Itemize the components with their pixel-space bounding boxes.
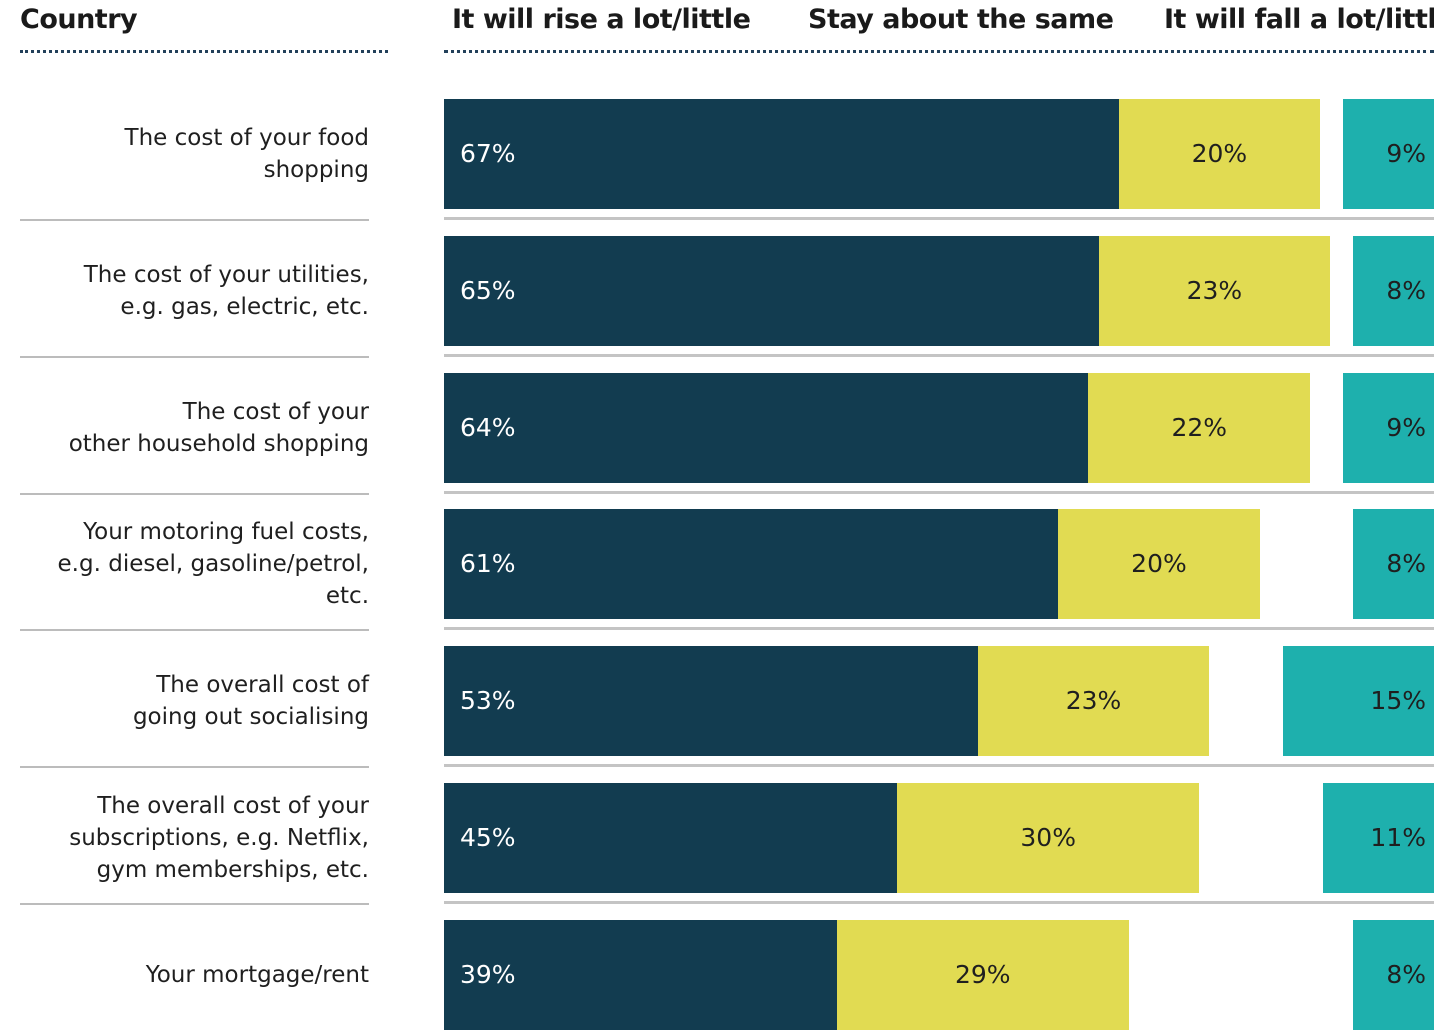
row-label: Your motoring fuel costs, e.g. diesel, ga… (20, 509, 369, 619)
row-divider (20, 903, 369, 905)
fall-value-label: 11% (1370, 823, 1426, 852)
bar-divider (444, 764, 1434, 768)
fall-bar (1282, 646, 1434, 757)
fall-bar (1353, 919, 1434, 1030)
same-header: Stay about the same (808, 4, 1114, 35)
row-divider (20, 492, 369, 495)
row-label-line: shopping (263, 157, 369, 183)
fall-bar (1353, 235, 1434, 346)
rise-bar (444, 235, 1099, 346)
fall-value-label: 9% (1386, 412, 1426, 442)
same-bar (897, 783, 1200, 893)
rise-value-label: 67% (460, 139, 516, 168)
rise-bar (444, 919, 837, 1030)
same-bar (1058, 509, 1260, 620)
fall-header: It will fall a lot/little (1164, 4, 1434, 35)
row-label-line: other household shopping (68, 430, 369, 457)
same-bar (977, 646, 1210, 757)
row-label: The cost of your food shopping (20, 99, 369, 209)
row-label-line: e.g. gas, electric, etc. (120, 293, 369, 320)
bar-divider (444, 901, 1434, 904)
same-bar (1098, 235, 1331, 346)
row-label-line: going out socialising (132, 704, 369, 731)
row-divider (20, 629, 369, 632)
fall-bar (1323, 783, 1434, 893)
same-value-label: 23% (1186, 275, 1243, 305)
country-header-divider (20, 50, 388, 53)
row-label: The overall cost of your subscriptions, e… (20, 783, 369, 893)
row-divider (20, 766, 369, 769)
rise-bar (444, 99, 1119, 209)
same-value-label: 30% (1020, 823, 1076, 852)
row-divider (20, 219, 369, 221)
row-label-line: The overall cost of (156, 672, 369, 699)
rise-value-label: 64% (460, 412, 516, 442)
columns-header-divider (444, 50, 1434, 53)
bar-divider (444, 627, 1434, 631)
row-label-line: e.g. diesel, gasoline/petrol, (57, 551, 369, 578)
rise-bar (444, 783, 898, 893)
same-value-label: 29% (954, 959, 1011, 989)
fall-value-label: 8% (1386, 275, 1426, 305)
row-label-line: The cost of your utilities, (83, 261, 369, 288)
fall-value-label: 8% (1386, 549, 1426, 579)
bar-divider (444, 353, 1434, 357)
same-value-label: 20% (1191, 139, 1248, 168)
rise-bar (444, 509, 1059, 620)
row-label: The cost of your utilities, e.g. gas, ele… (20, 236, 369, 346)
fall-bar (1343, 99, 1434, 209)
row-label-line: Your mortgage/rent (145, 961, 369, 988)
rise-header: It will rise a lot/little (452, 4, 751, 35)
rise-value-label: 61% (460, 549, 516, 579)
fall-bar (1343, 372, 1434, 483)
row-label-line: The cost of your food (124, 125, 369, 151)
rise-bar (444, 372, 1089, 483)
same-bar (836, 919, 1129, 1030)
rise-value-label: 65% (460, 275, 516, 305)
row-label: The overall cost of going out socialising (20, 646, 369, 756)
same-bar (1088, 372, 1310, 483)
row-label-line: The overall cost of your (97, 793, 369, 819)
country-header: Country (20, 4, 138, 35)
rise-value-label: 53% (460, 686, 516, 716)
row-label-line: etc. (325, 583, 369, 610)
row-label-line: subscriptions, e.g. Netflix, (69, 825, 369, 851)
fall-bar (1353, 509, 1434, 620)
rise-value-label: 39% (460, 959, 516, 989)
row-label-line: Your motoring fuel costs, (83, 519, 369, 546)
row-label: Your mortgage/rent (20, 920, 369, 1030)
fall-value-label: 9% (1386, 139, 1426, 168)
fall-value-label: 8% (1386, 959, 1426, 989)
row-divider (20, 355, 369, 358)
same-value-label: 22% (1171, 412, 1228, 442)
bar-divider (444, 490, 1434, 494)
same-value-label: 23% (1065, 686, 1122, 716)
same-value-label: 20% (1131, 549, 1187, 579)
row-label-line: The cost of your (182, 398, 369, 425)
same-bar (1118, 99, 1321, 209)
fall-value-label: 15% (1370, 686, 1426, 716)
row-label: The cost of your other household shopping (20, 373, 369, 483)
rise-bar (444, 646, 978, 757)
rise-value-label: 45% (460, 823, 516, 852)
bar-divider (444, 217, 1434, 220)
row-label-line: gym memberships, etc. (96, 857, 369, 883)
